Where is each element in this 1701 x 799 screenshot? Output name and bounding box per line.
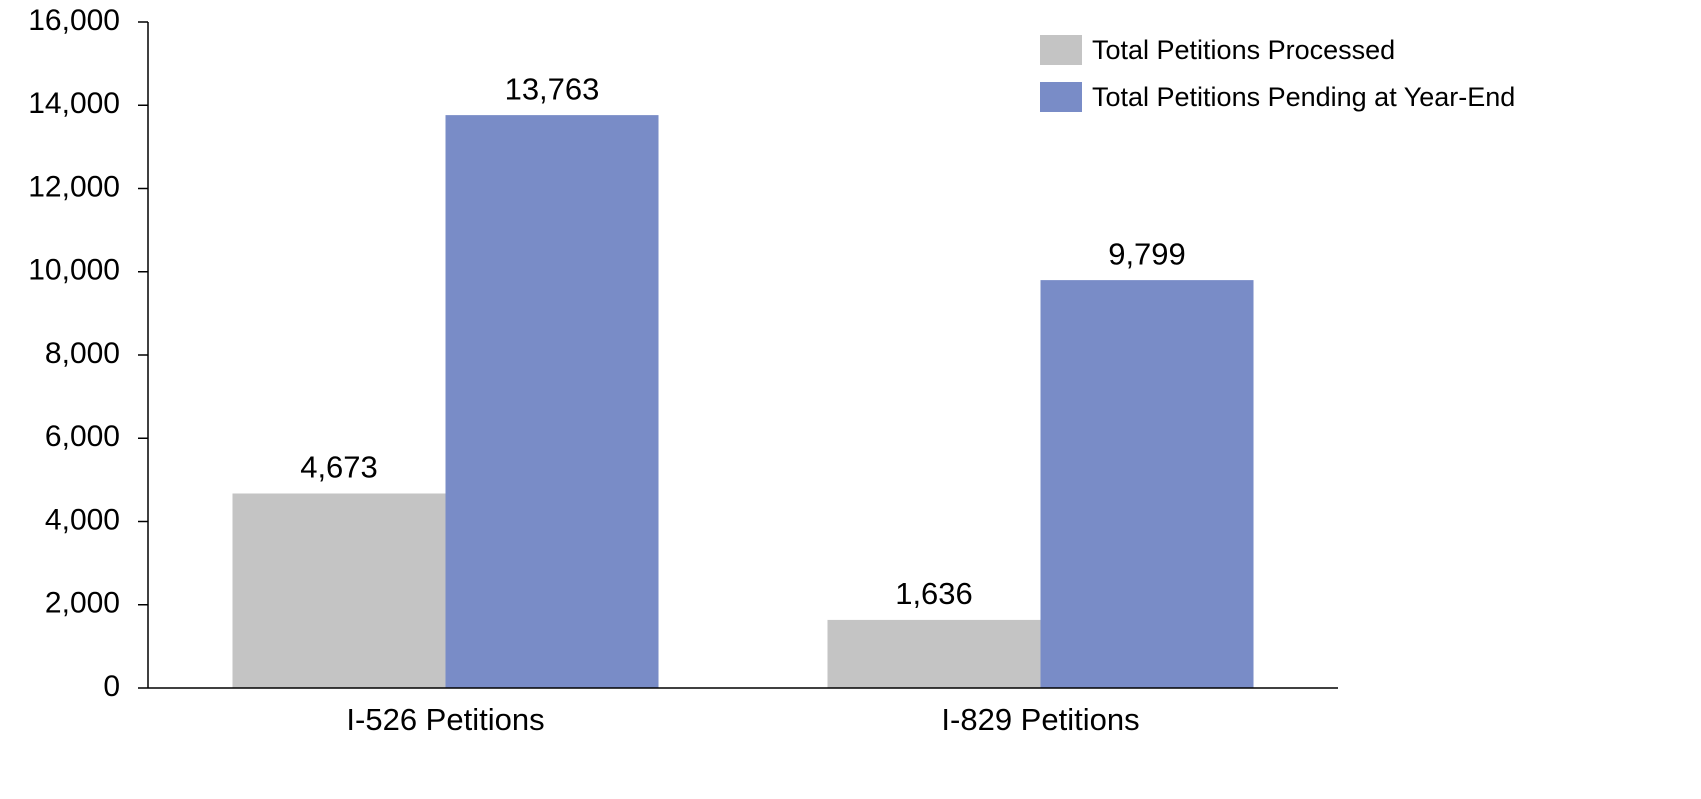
y-tick-label: 6,000 <box>45 420 120 453</box>
data-label: 1,636 <box>895 576 973 611</box>
data-label: 9,799 <box>1108 236 1186 271</box>
bar <box>445 115 659 689</box>
legend-label: Total Petitions Processed <box>1092 35 1395 65</box>
y-tick-label: 14,000 <box>28 87 120 120</box>
data-label: 4,673 <box>300 450 378 485</box>
y-tick-label: 16,000 <box>28 4 120 37</box>
bar <box>827 619 1041 688</box>
y-tick-label: 4,000 <box>45 503 120 536</box>
x-tick-label: I-526 Petitions <box>346 702 544 737</box>
legend-label: Total Petitions Pending at Year-End <box>1092 82 1515 112</box>
x-tick-label: I-829 Petitions <box>941 702 1139 737</box>
y-tick-label: 10,000 <box>28 254 120 287</box>
bar <box>232 493 446 688</box>
bar <box>1040 280 1254 688</box>
legend-swatch <box>1040 82 1082 112</box>
y-tick-label: 0 <box>103 670 120 703</box>
legend-swatch <box>1040 35 1082 65</box>
data-label: 13,763 <box>505 71 600 106</box>
y-tick-label: 12,000 <box>28 170 120 203</box>
y-tick-label: 2,000 <box>45 587 120 620</box>
y-tick-label: 8,000 <box>45 337 120 370</box>
